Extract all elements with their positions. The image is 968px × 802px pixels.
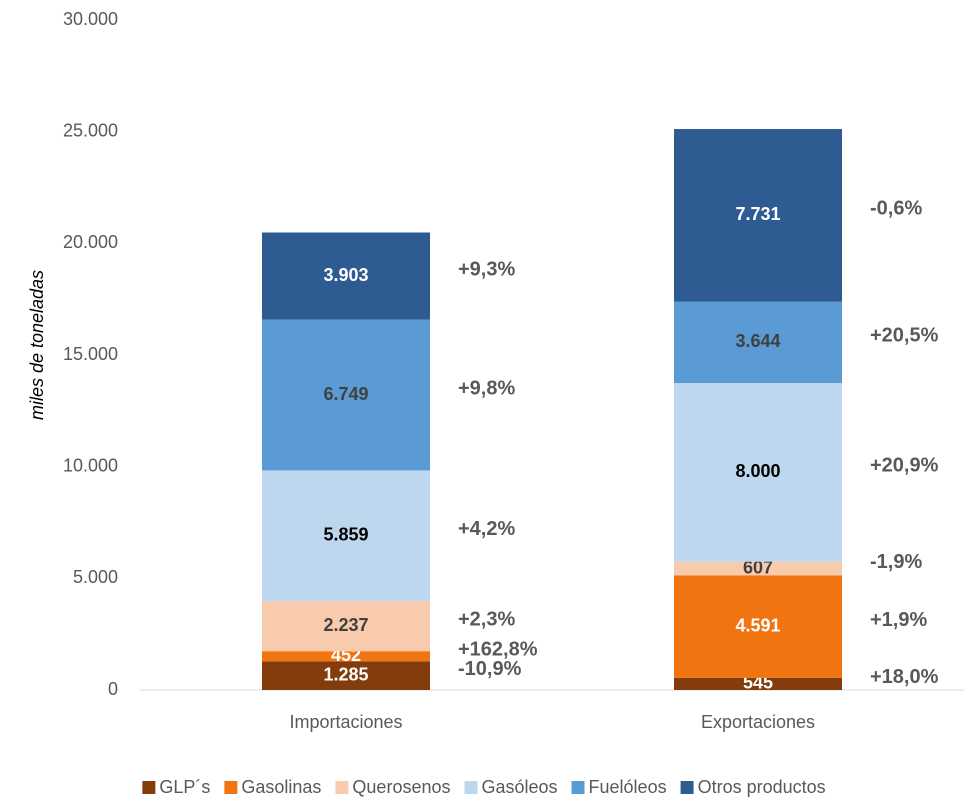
- change-label: +9,3%: [458, 258, 515, 280]
- bar-segment: [262, 319, 430, 471]
- bar-segment: [674, 383, 842, 562]
- bar-segment: [674, 301, 842, 384]
- legend-swatch: [142, 781, 156, 794]
- y-tick-label: 20.000: [63, 232, 118, 252]
- change-label: +2,3%: [458, 609, 515, 631]
- legend-swatch: [335, 781, 349, 794]
- bar-segment: [262, 232, 430, 320]
- value-label: 3.644: [735, 331, 780, 351]
- legend-label: GLP´s: [159, 777, 210, 797]
- x-tick-label: Importaciones: [289, 712, 402, 732]
- bar-segment: [262, 470, 430, 602]
- change-label: +9,8%: [458, 377, 515, 399]
- bar-segment: [262, 601, 430, 652]
- y-tick-label: 5.000: [73, 567, 118, 587]
- legend-label: Fuelóleos: [589, 777, 667, 797]
- y-tick-label: 10.000: [63, 455, 118, 475]
- change-label: +20,5%: [870, 325, 939, 347]
- change-label: -1,9%: [870, 551, 922, 573]
- bar-segment: [674, 561, 842, 576]
- y-tick-label: 25.000: [63, 120, 118, 140]
- change-label: +1,9%: [870, 609, 927, 631]
- legend-swatch: [680, 781, 694, 794]
- bar-segment: [674, 677, 842, 690]
- value-label: 607: [743, 557, 773, 577]
- y-tick-label: 30.000: [63, 9, 118, 29]
- legend-label: Gasolinas: [241, 777, 321, 797]
- value-label: 3.903: [323, 265, 368, 285]
- legend-label: Otros productos: [698, 777, 826, 797]
- value-label: 8.000: [735, 461, 780, 481]
- change-label: -0,6%: [870, 198, 922, 220]
- change-label: +4,2%: [458, 518, 515, 540]
- y-axis-label: miles de toneladas: [27, 270, 47, 420]
- legend-swatch: [224, 781, 238, 794]
- change-label: +18,0%: [870, 666, 939, 688]
- change-label: +162,8%: [458, 639, 538, 661]
- legend-label: Querosenos: [352, 777, 450, 797]
- legend-swatch: [571, 781, 585, 794]
- value-label: 5.859: [323, 525, 368, 545]
- y-tick-label: 15.000: [63, 344, 118, 364]
- value-label: 4.591: [735, 615, 780, 635]
- bar-segment: [674, 575, 842, 678]
- value-label: 6.749: [323, 384, 368, 404]
- x-tick-label: Exportaciones: [701, 712, 815, 732]
- change-label: -10,9%: [458, 658, 522, 680]
- legend-swatch: [464, 781, 478, 794]
- bar-segment: [262, 651, 430, 662]
- y-tick-label: 0: [108, 679, 118, 699]
- change-label: +20,9%: [870, 455, 939, 477]
- value-label: 2.237: [323, 615, 368, 635]
- bar-segment: [674, 129, 842, 302]
- value-label: 7.731: [735, 204, 780, 224]
- bar-segment: [262, 661, 430, 690]
- value-label: 1.285: [323, 664, 368, 684]
- legend-label: Gasóleos: [481, 777, 557, 797]
